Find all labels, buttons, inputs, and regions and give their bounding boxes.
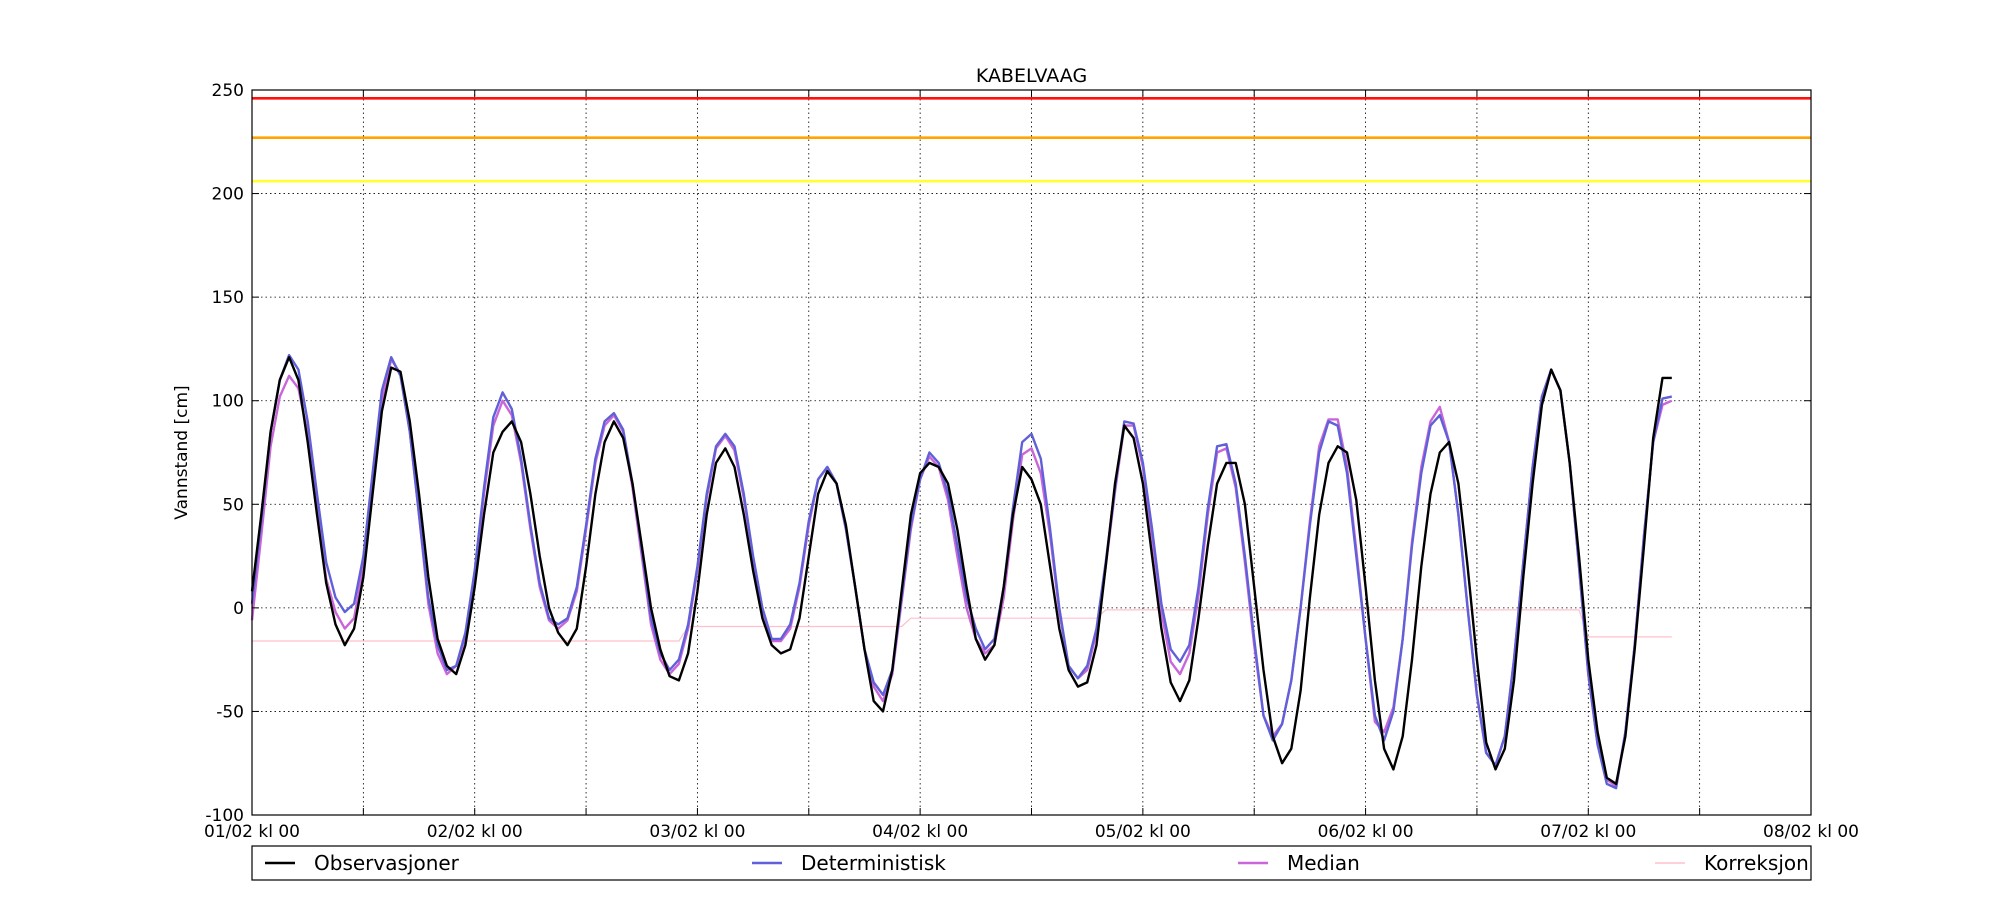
threshold-lines	[252, 96, 1811, 183]
legend: Observasjoner Deterministisk Median Korreks…	[251, 845, 1812, 881]
series-line-deterministisk	[250, 353, 1673, 790]
legend-label-korreksjon: Korreksjon	[1704, 851, 1809, 875]
legend-box	[251, 845, 1812, 881]
y-tick-label: 150	[212, 288, 244, 308]
grid	[252, 90, 1811, 815]
legend-label-observasjoner: Observasjoner	[314, 851, 460, 875]
x-tick-label: 01/02 kl 00	[204, 822, 300, 842]
chart-title: KABELVAAG	[976, 65, 1087, 87]
x-tick-label: 08/02 kl 00	[1763, 822, 1859, 842]
y-tick-label: 50	[222, 495, 244, 515]
y-tick-label: 100	[212, 392, 244, 412]
x-tick-label: 06/02 kl 00	[1318, 822, 1414, 842]
x-tick-label: 05/02 kl 00	[1095, 822, 1191, 842]
y-tick-label: 0	[233, 599, 244, 619]
series-line-observasjoner	[250, 356, 1672, 786]
x-tick-label: 03/02 kl 00	[649, 822, 745, 842]
x-tick-label: 04/02 kl 00	[872, 822, 968, 842]
y-tick-label: -100	[205, 806, 244, 826]
x-tick-label: 02/02 kl 00	[427, 822, 523, 842]
y-axis-label: Vannstand [cm]	[172, 385, 192, 519]
y-tick-label: 250	[212, 81, 244, 101]
axis-ticks: -100 -50 0 50 100 150 200 250 01/02 kl 00 02/02 k…	[204, 81, 1859, 842]
y-tick-label: 200	[212, 185, 244, 205]
y-tick-label: -50	[216, 702, 244, 722]
legend-label-median: Median	[1287, 851, 1360, 875]
x-tick-label: 07/02 kl 00	[1540, 822, 1636, 842]
series-lines	[250, 353, 1673, 790]
legend-label-deterministisk: Deterministisk	[801, 851, 946, 875]
